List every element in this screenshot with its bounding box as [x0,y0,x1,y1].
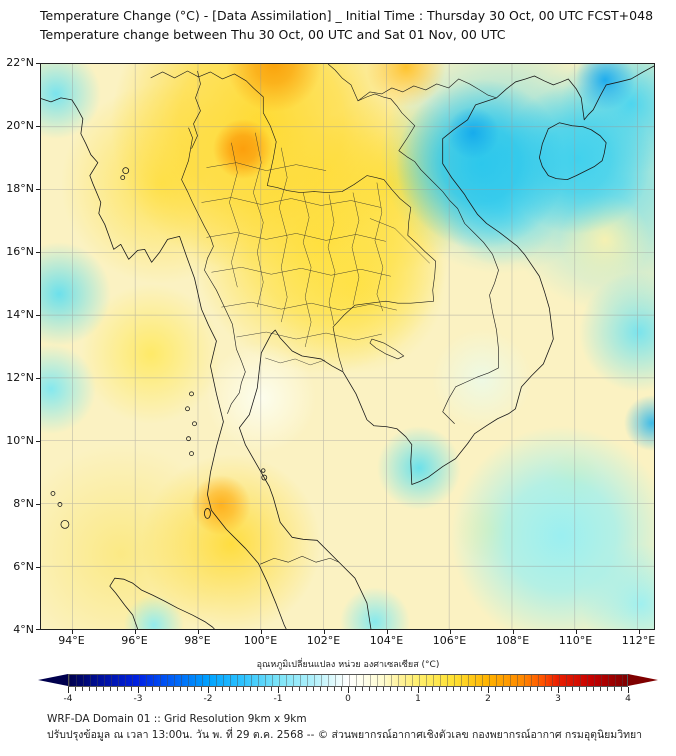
border-paths [150,64,499,565]
y-axis-label: 18°N [6,182,34,195]
title-block: Temperature Change (°C) - [Data Assimila… [40,6,653,45]
title-line-1: Temperature Change (°C) - [Data Assimila… [40,8,654,23]
x-axis-label: 100°E [243,634,278,647]
colorbar: -4 -3 -2 -1 0 1 2 3 4 [38,674,658,704]
colorbar-tick-label: -2 [203,694,213,704]
colorbar-tick-label: -1 [273,694,283,704]
x-axis-label: 98°E [184,634,211,647]
x-axis-label: 110°E [558,634,593,647]
y-axis-label: 4°N [13,623,34,636]
colorbar-tick-label: 0 [345,694,351,704]
y-axis-label: 10°N [6,434,34,447]
x-axis-label: 102°E [306,634,341,647]
y-axis-label: 14°N [6,308,34,321]
x-axis-label: 112°E [621,634,656,647]
colorbar-tick-label: -3 [133,694,143,704]
colorbar-tick-label: 4 [625,694,631,704]
province-boundary-paths [201,132,430,366]
colorbar-left-arrow [38,674,68,686]
x-axis-label: 106°E [432,634,467,647]
footer-domain-info: WRF-DA Domain 01 :: Grid Resolution 9km … [47,713,307,725]
map-plot-area [40,63,655,630]
y-axis-label: 6°N [13,560,34,573]
colorbar-title: อุณหภูมิเปลี่ยนแปลง หน่วย องศาเซลเซียส (… [256,660,440,670]
x-axis-label: 104°E [369,634,404,647]
y-axis-label: 16°N [6,245,34,258]
title-line-2: Temperature change between Thu 30 Oct, 0… [40,27,506,43]
colorbar-tick-label: 3 [555,694,561,704]
colorbar-gradient [68,674,628,687]
x-axis-label: 94°E [58,634,85,647]
map-overlay-svg [41,64,654,629]
x-axis-label: 108°E [495,634,530,647]
footer-block: WRF-DA Domain 01 :: Grid Resolution 9km … [47,712,642,744]
y-axis-label: 20°N [6,119,34,132]
colorbar-tick-label: 2 [485,694,491,704]
footer-update-info: ปรับปรุงข้อมูล ณ เวลา 13:00น. วัน พ. ที่… [47,728,643,741]
x-axis-label: 96°E [121,634,148,647]
y-axis-label: 12°N [6,371,34,384]
y-axis-label: 8°N [13,497,34,510]
colorbar-right-arrow [628,674,658,686]
grid-lines [41,64,654,629]
colorbar-tick-label: 1 [415,694,421,704]
y-axis-label: 22°N [6,56,34,69]
colorbar-tick-label: -4 [63,694,73,704]
coastline-paths [41,65,654,629]
